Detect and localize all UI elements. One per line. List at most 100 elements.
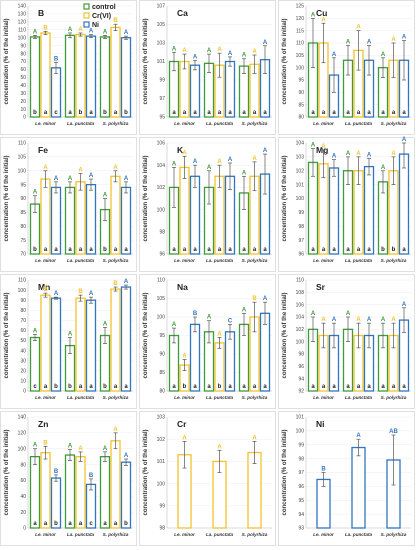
species-letter: a xyxy=(54,247,58,253)
species-letter: a xyxy=(357,384,361,390)
significance-letter: C xyxy=(228,318,233,324)
species-letter: b xyxy=(103,110,107,116)
species-letter: a xyxy=(242,384,246,390)
significance-letter: A xyxy=(193,159,198,165)
chart-panel-zn: 0 20 40 60 80 100 120 140 concentration (% of th… xyxy=(0,411,137,546)
significance-letter: A xyxy=(78,168,83,174)
y-tick-label: 110 xyxy=(18,141,26,147)
chart-panel-sr: 92 94 96 98 100 102 104 106 108 110 concentration … xyxy=(278,274,415,409)
x-category-label: S. polyrhiza xyxy=(103,532,129,537)
y-tick-label: 100 xyxy=(18,35,27,41)
significance-letter: A xyxy=(103,446,108,452)
species-letter: a xyxy=(228,247,232,253)
y-tick-label: 110 xyxy=(296,278,304,284)
legend-swatch-control xyxy=(83,3,90,10)
y-tick-label: 20 xyxy=(20,510,26,516)
significance-letter: A xyxy=(124,30,129,36)
species-letter: a xyxy=(242,247,246,253)
y-tick-label: 70 xyxy=(20,59,26,65)
significance-letter: A xyxy=(207,165,212,171)
y-tick-label: 94 xyxy=(298,376,304,382)
bar-control xyxy=(29,455,41,529)
significance-letter: A xyxy=(402,35,407,41)
panel-border xyxy=(0,411,137,546)
species-letter: a xyxy=(68,110,72,116)
species-letter: a xyxy=(392,384,396,390)
species-letter: a xyxy=(193,110,197,116)
species-letter: b xyxy=(103,384,107,390)
significance-letter: A xyxy=(217,331,222,337)
panel-border xyxy=(278,411,415,546)
significance-letter: A xyxy=(402,302,407,308)
y-tick-label: 20 xyxy=(20,99,26,105)
significance-letter: A xyxy=(193,55,198,61)
significance-letter: A xyxy=(391,151,396,157)
chart-panel-cu: 80 85 90 95 100 105 110 115 120 125 concentration … xyxy=(278,0,415,135)
significance-letter: A xyxy=(321,17,326,23)
significance-letter: B xyxy=(43,25,48,31)
y-tick-label: 110 xyxy=(18,278,26,284)
significance-letter: A xyxy=(381,165,386,171)
significance-letter: A xyxy=(263,148,268,154)
y-tick-label: 30 xyxy=(20,358,26,364)
species-letter: a xyxy=(357,247,361,253)
species-letter: b xyxy=(54,521,58,527)
species-letter: a xyxy=(207,247,211,253)
panel-title: Na xyxy=(177,282,188,292)
significance-letter: A xyxy=(311,311,316,317)
significance-letter: B xyxy=(113,281,118,287)
species-letter: b xyxy=(381,247,385,253)
y-tick-label: 85 xyxy=(20,210,26,216)
species-letter: a xyxy=(44,521,48,527)
y-tick-label: 0 xyxy=(23,526,26,532)
species-letter: a xyxy=(172,384,176,390)
y-tick-label: 60 xyxy=(20,478,26,484)
significance-letter: A xyxy=(54,291,59,297)
y-tick-label: 102 xyxy=(157,437,166,443)
y-axis-label: concentration (% of the initial) xyxy=(282,155,288,241)
species-letter: a xyxy=(228,384,232,390)
x-category-label: La. punctata xyxy=(345,258,373,263)
y-tick-label: 90 xyxy=(20,298,26,304)
significance-letter: A xyxy=(103,29,108,35)
species-letter: a xyxy=(311,384,315,390)
significance-letter: A xyxy=(367,39,372,45)
bar-ni xyxy=(120,186,132,255)
significance-letter: A xyxy=(356,433,361,439)
species-letter: a xyxy=(44,384,48,390)
species-letter: a xyxy=(332,110,336,116)
x-category-label: S. polyrhiza xyxy=(381,121,407,126)
bar-ni xyxy=(85,35,97,118)
panel-title: Cu xyxy=(316,8,327,18)
y-tick-label: 50 xyxy=(20,75,26,81)
x-category-label: Le. minor xyxy=(313,121,334,126)
species-letter: a xyxy=(172,247,176,253)
significance-letter: A xyxy=(367,317,372,323)
legend-label-control: control xyxy=(92,4,116,11)
y-tick-label: 100 xyxy=(157,207,166,213)
panel-border xyxy=(139,0,276,135)
species-letter: a xyxy=(402,247,406,253)
significance-letter: A xyxy=(332,317,337,323)
bar-cr xyxy=(40,294,51,392)
bar-cr xyxy=(110,288,121,392)
species-letter: b xyxy=(124,521,128,527)
significance-letter: A xyxy=(68,444,73,450)
x-category-label: S. polyrhiza xyxy=(242,395,268,400)
y-tick-label: 50 xyxy=(20,338,26,344)
x-category-label: La. punctata xyxy=(206,121,234,126)
y-tick-label: 60 xyxy=(20,328,26,334)
bar-control xyxy=(99,455,111,529)
significance-letter: A xyxy=(33,190,38,196)
significance-letter: A xyxy=(172,161,177,167)
x-category-label: La. punctata xyxy=(67,532,95,537)
y-tick-label: 108 xyxy=(296,290,305,296)
bar-ni xyxy=(351,446,366,529)
significance-letter: A xyxy=(89,291,94,297)
y-tick-label: 102 xyxy=(296,168,305,174)
y-tick-label: 100 xyxy=(157,315,166,321)
significance-letter: B xyxy=(54,469,59,475)
bar-ni xyxy=(50,186,62,255)
species-letter: a xyxy=(68,521,72,527)
